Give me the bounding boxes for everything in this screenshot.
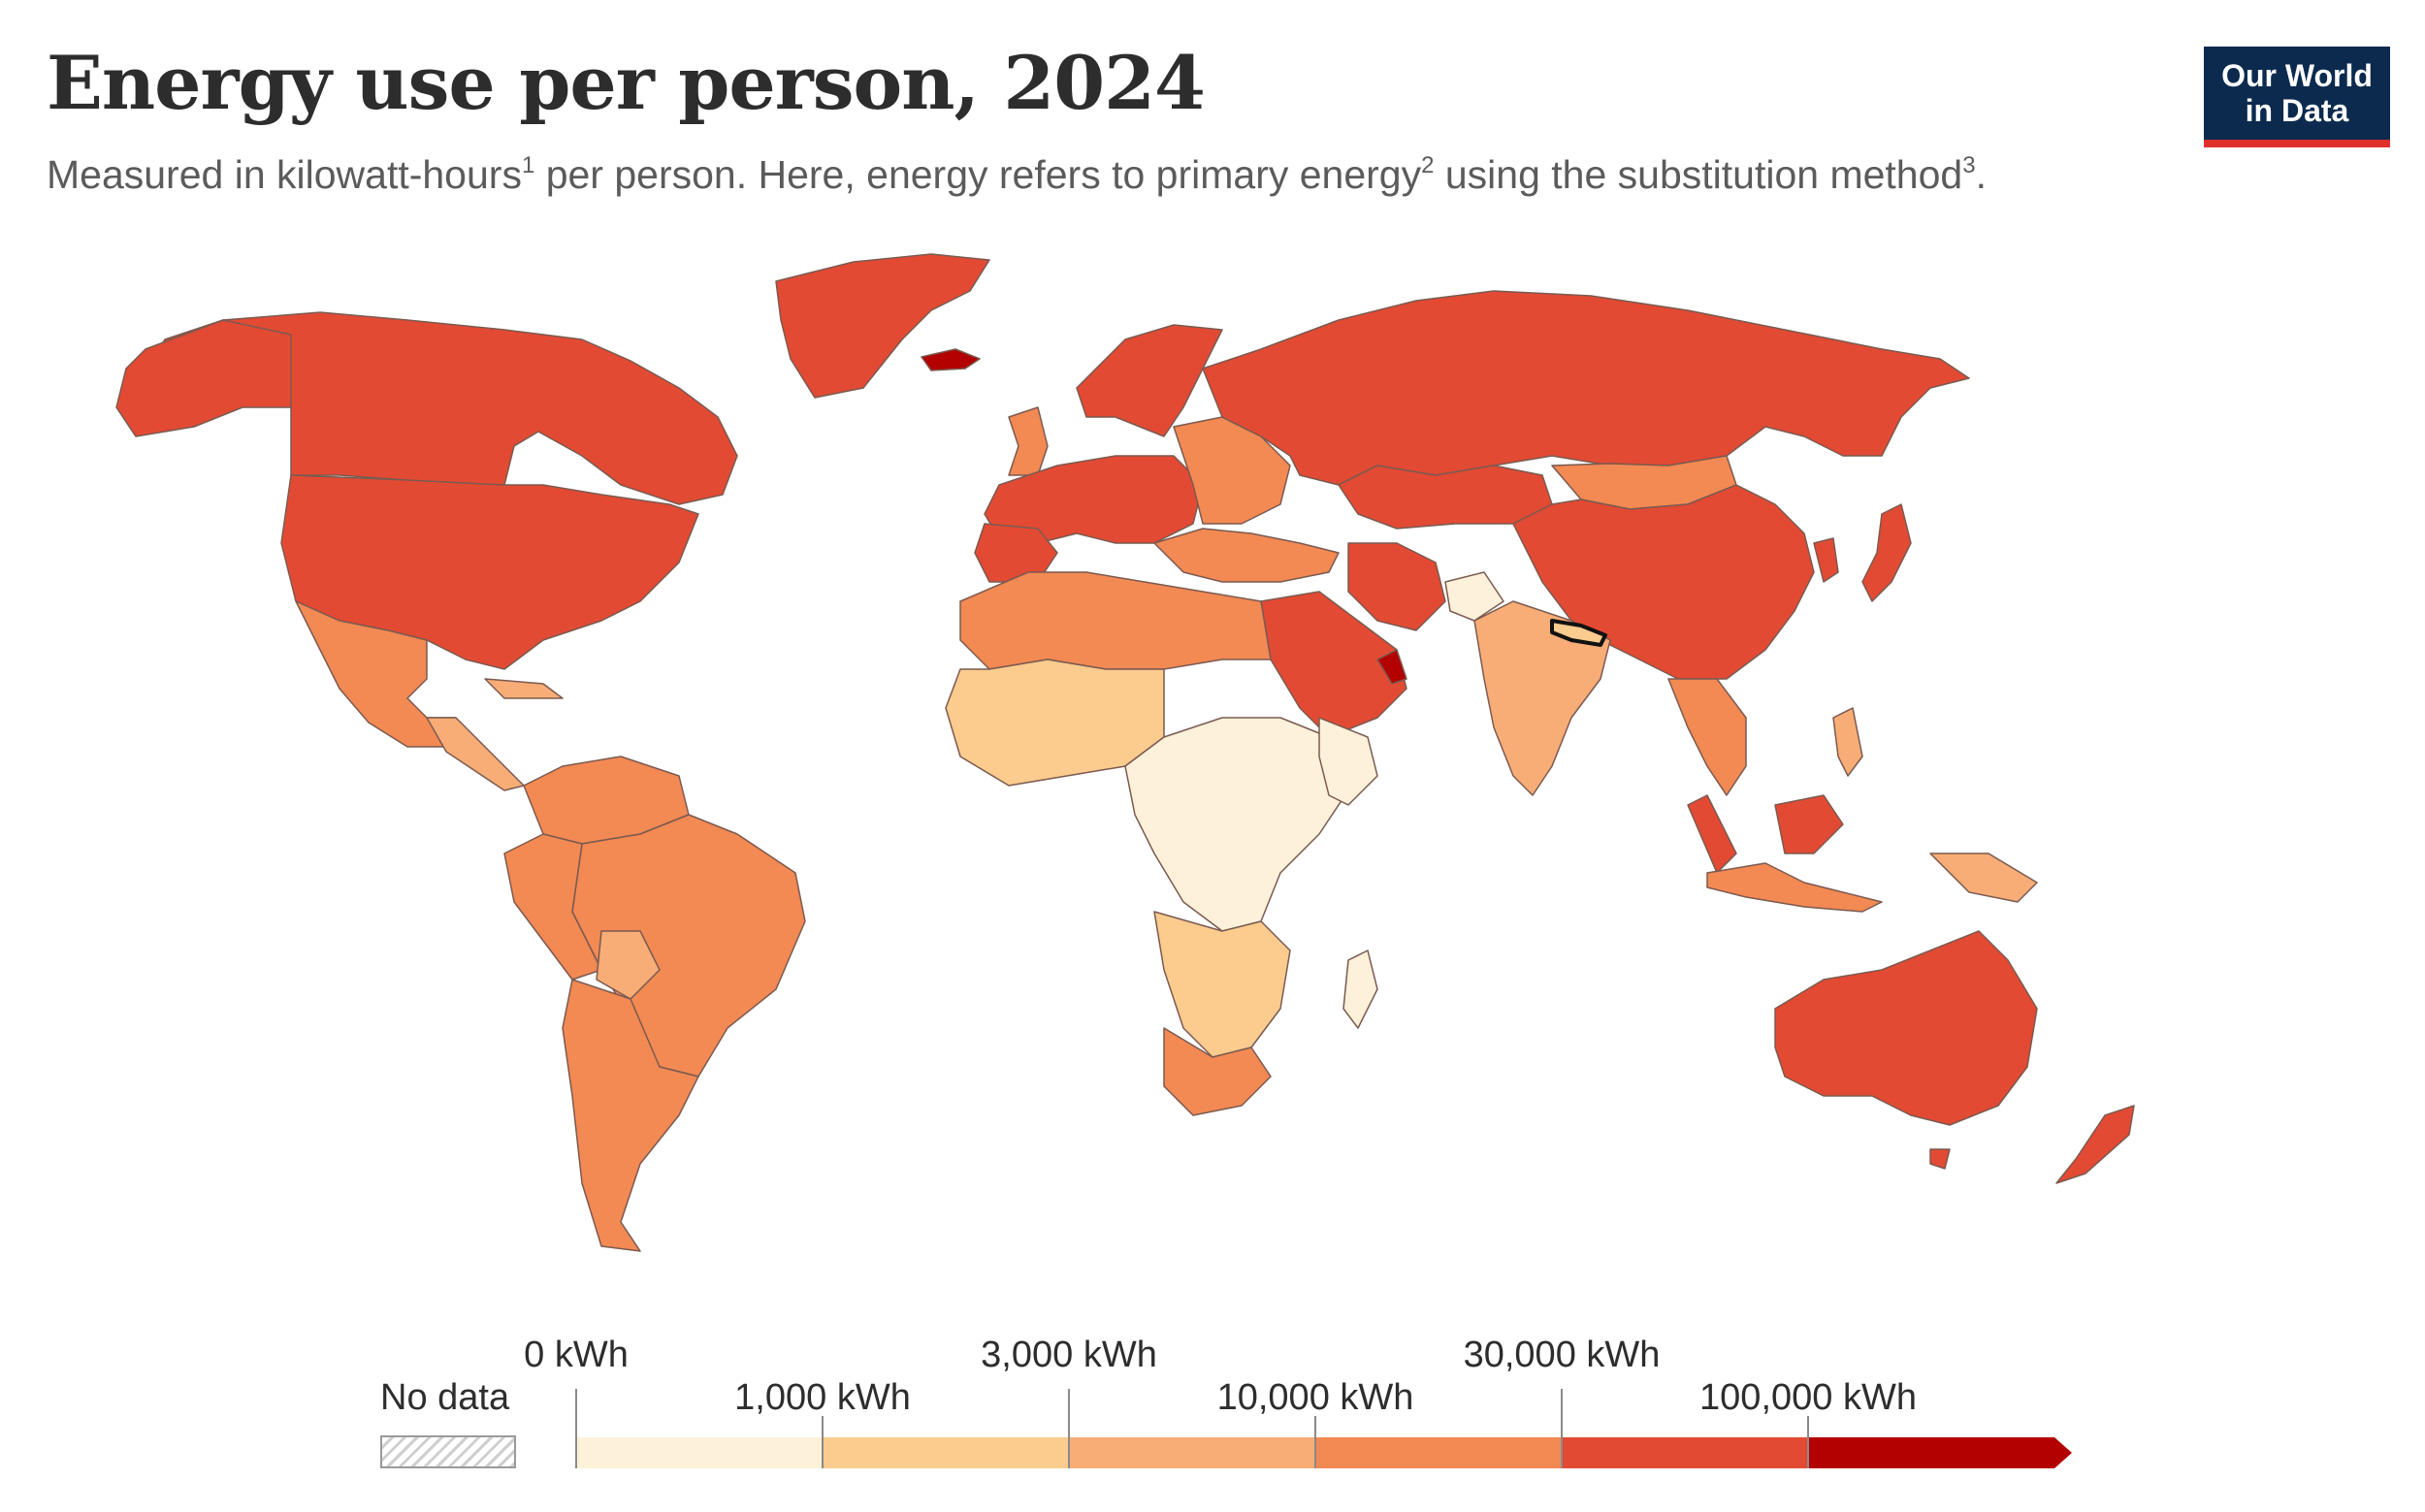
region-new-zealand[interactable] bbox=[2055, 1105, 2135, 1184]
region-korea[interactable] bbox=[1813, 537, 1839, 583]
region-tasmania[interactable] bbox=[1929, 1148, 1951, 1170]
legend-tick-3000 bbox=[1068, 1389, 1070, 1468]
footnote-1-link[interactable]: 1 bbox=[521, 152, 535, 178]
legend-label-30000-kwh: 30,000 kWh bbox=[1463, 1335, 1661, 1375]
region-central-america[interactable] bbox=[426, 717, 525, 791]
region-japan[interactable] bbox=[1861, 503, 1912, 602]
region-papua[interactable] bbox=[1929, 853, 2038, 903]
region-balkans-turkey[interactable] bbox=[1153, 528, 1340, 583]
region-indonesia[interactable] bbox=[1706, 862, 1883, 913]
region-iceland[interactable] bbox=[921, 348, 981, 371]
legend-bin-0-1000[interactable] bbox=[576, 1437, 823, 1468]
region-nepal[interactable] bbox=[1550, 619, 1607, 647]
region-southern-africa[interactable] bbox=[1153, 911, 1291, 1058]
region-north-africa[interactable] bbox=[959, 571, 1272, 670]
logo-line-2: in Data bbox=[2245, 93, 2349, 128]
region-india[interactable] bbox=[1473, 600, 1611, 796]
legend-label-1000-kwh: 1,000 kWh bbox=[734, 1377, 911, 1418]
legend-label-10000-kwh: 10,000 kWh bbox=[1216, 1377, 1414, 1418]
region-uk[interactable] bbox=[1008, 406, 1049, 476]
legend-label-3000-kwh: 3,000 kWh bbox=[981, 1335, 1157, 1375]
owid-logo[interactable]: Our World in Data bbox=[2204, 47, 2390, 147]
legend-tick-100000 bbox=[1807, 1416, 1809, 1468]
region-horn-of-africa[interactable] bbox=[1318, 717, 1378, 806]
chart-subtitle: Measured in kilowatt-hours1 per person. … bbox=[47, 152, 1987, 197]
legend-no-data-swatch[interactable] bbox=[380, 1435, 516, 1468]
region-cuba[interactable] bbox=[484, 678, 564, 699]
legend-bin-1000-3000[interactable] bbox=[823, 1437, 1069, 1468]
region-philippines[interactable] bbox=[1832, 707, 1863, 777]
legend-label-0-kwh: 0 kWh bbox=[524, 1335, 629, 1375]
region-kazakhstan[interactable] bbox=[1338, 465, 1553, 530]
chart-title: Energy use per person, 2024 bbox=[47, 40, 1206, 126]
region-borneo[interactable] bbox=[1774, 794, 1844, 854]
legend-tick-30000 bbox=[1561, 1389, 1563, 1468]
region-arabia[interactable] bbox=[1260, 591, 1407, 738]
legend-tick-0 bbox=[575, 1389, 577, 1468]
region-madagascar[interactable] bbox=[1342, 949, 1378, 1029]
region-iran[interactable] bbox=[1347, 542, 1446, 631]
region-scandinavia[interactable] bbox=[1076, 324, 1223, 437]
region-gulf-states[interactable] bbox=[1376, 649, 1407, 685]
world-choropleth-map bbox=[115, 253, 2135, 1252]
legend-tick-1000 bbox=[822, 1416, 824, 1468]
legend-bin-30000-100000[interactable] bbox=[1562, 1437, 1808, 1468]
legend-no-data-label: No data bbox=[380, 1377, 510, 1418]
region-greenland[interactable] bbox=[775, 253, 990, 399]
legend-bin-3000-10000[interactable] bbox=[1069, 1437, 1315, 1468]
legend-label-100000-kwh: 100,000 kWh bbox=[1699, 1377, 1917, 1418]
region-russia[interactable] bbox=[1202, 290, 1970, 486]
region-argentina-chile[interactable] bbox=[562, 979, 699, 1252]
region-malaysia[interactable] bbox=[1687, 794, 1737, 874]
legend-bin-100000-plus[interactable] bbox=[1808, 1437, 2054, 1468]
legend-arrow-tip bbox=[2054, 1437, 2072, 1468]
region-afghanistan[interactable] bbox=[1444, 571, 1504, 622]
logo-line-1: Our World bbox=[2221, 58, 2373, 93]
region-bolivia[interactable] bbox=[596, 930, 661, 1000]
footnote-3-link[interactable]: 3 bbox=[1962, 152, 1976, 178]
region-alaska[interactable] bbox=[115, 319, 292, 437]
region-australia[interactable] bbox=[1774, 930, 2038, 1126]
region-indochina[interactable] bbox=[1667, 678, 1747, 796]
region-south-africa[interactable] bbox=[1163, 1027, 1272, 1116]
region-central-africa[interactable] bbox=[1124, 717, 1359, 932]
legend-tick-10000 bbox=[1314, 1416, 1316, 1468]
legend-bin-10000-30000[interactable] bbox=[1315, 1437, 1562, 1468]
footnote-2-link[interactable]: 2 bbox=[1421, 152, 1435, 178]
